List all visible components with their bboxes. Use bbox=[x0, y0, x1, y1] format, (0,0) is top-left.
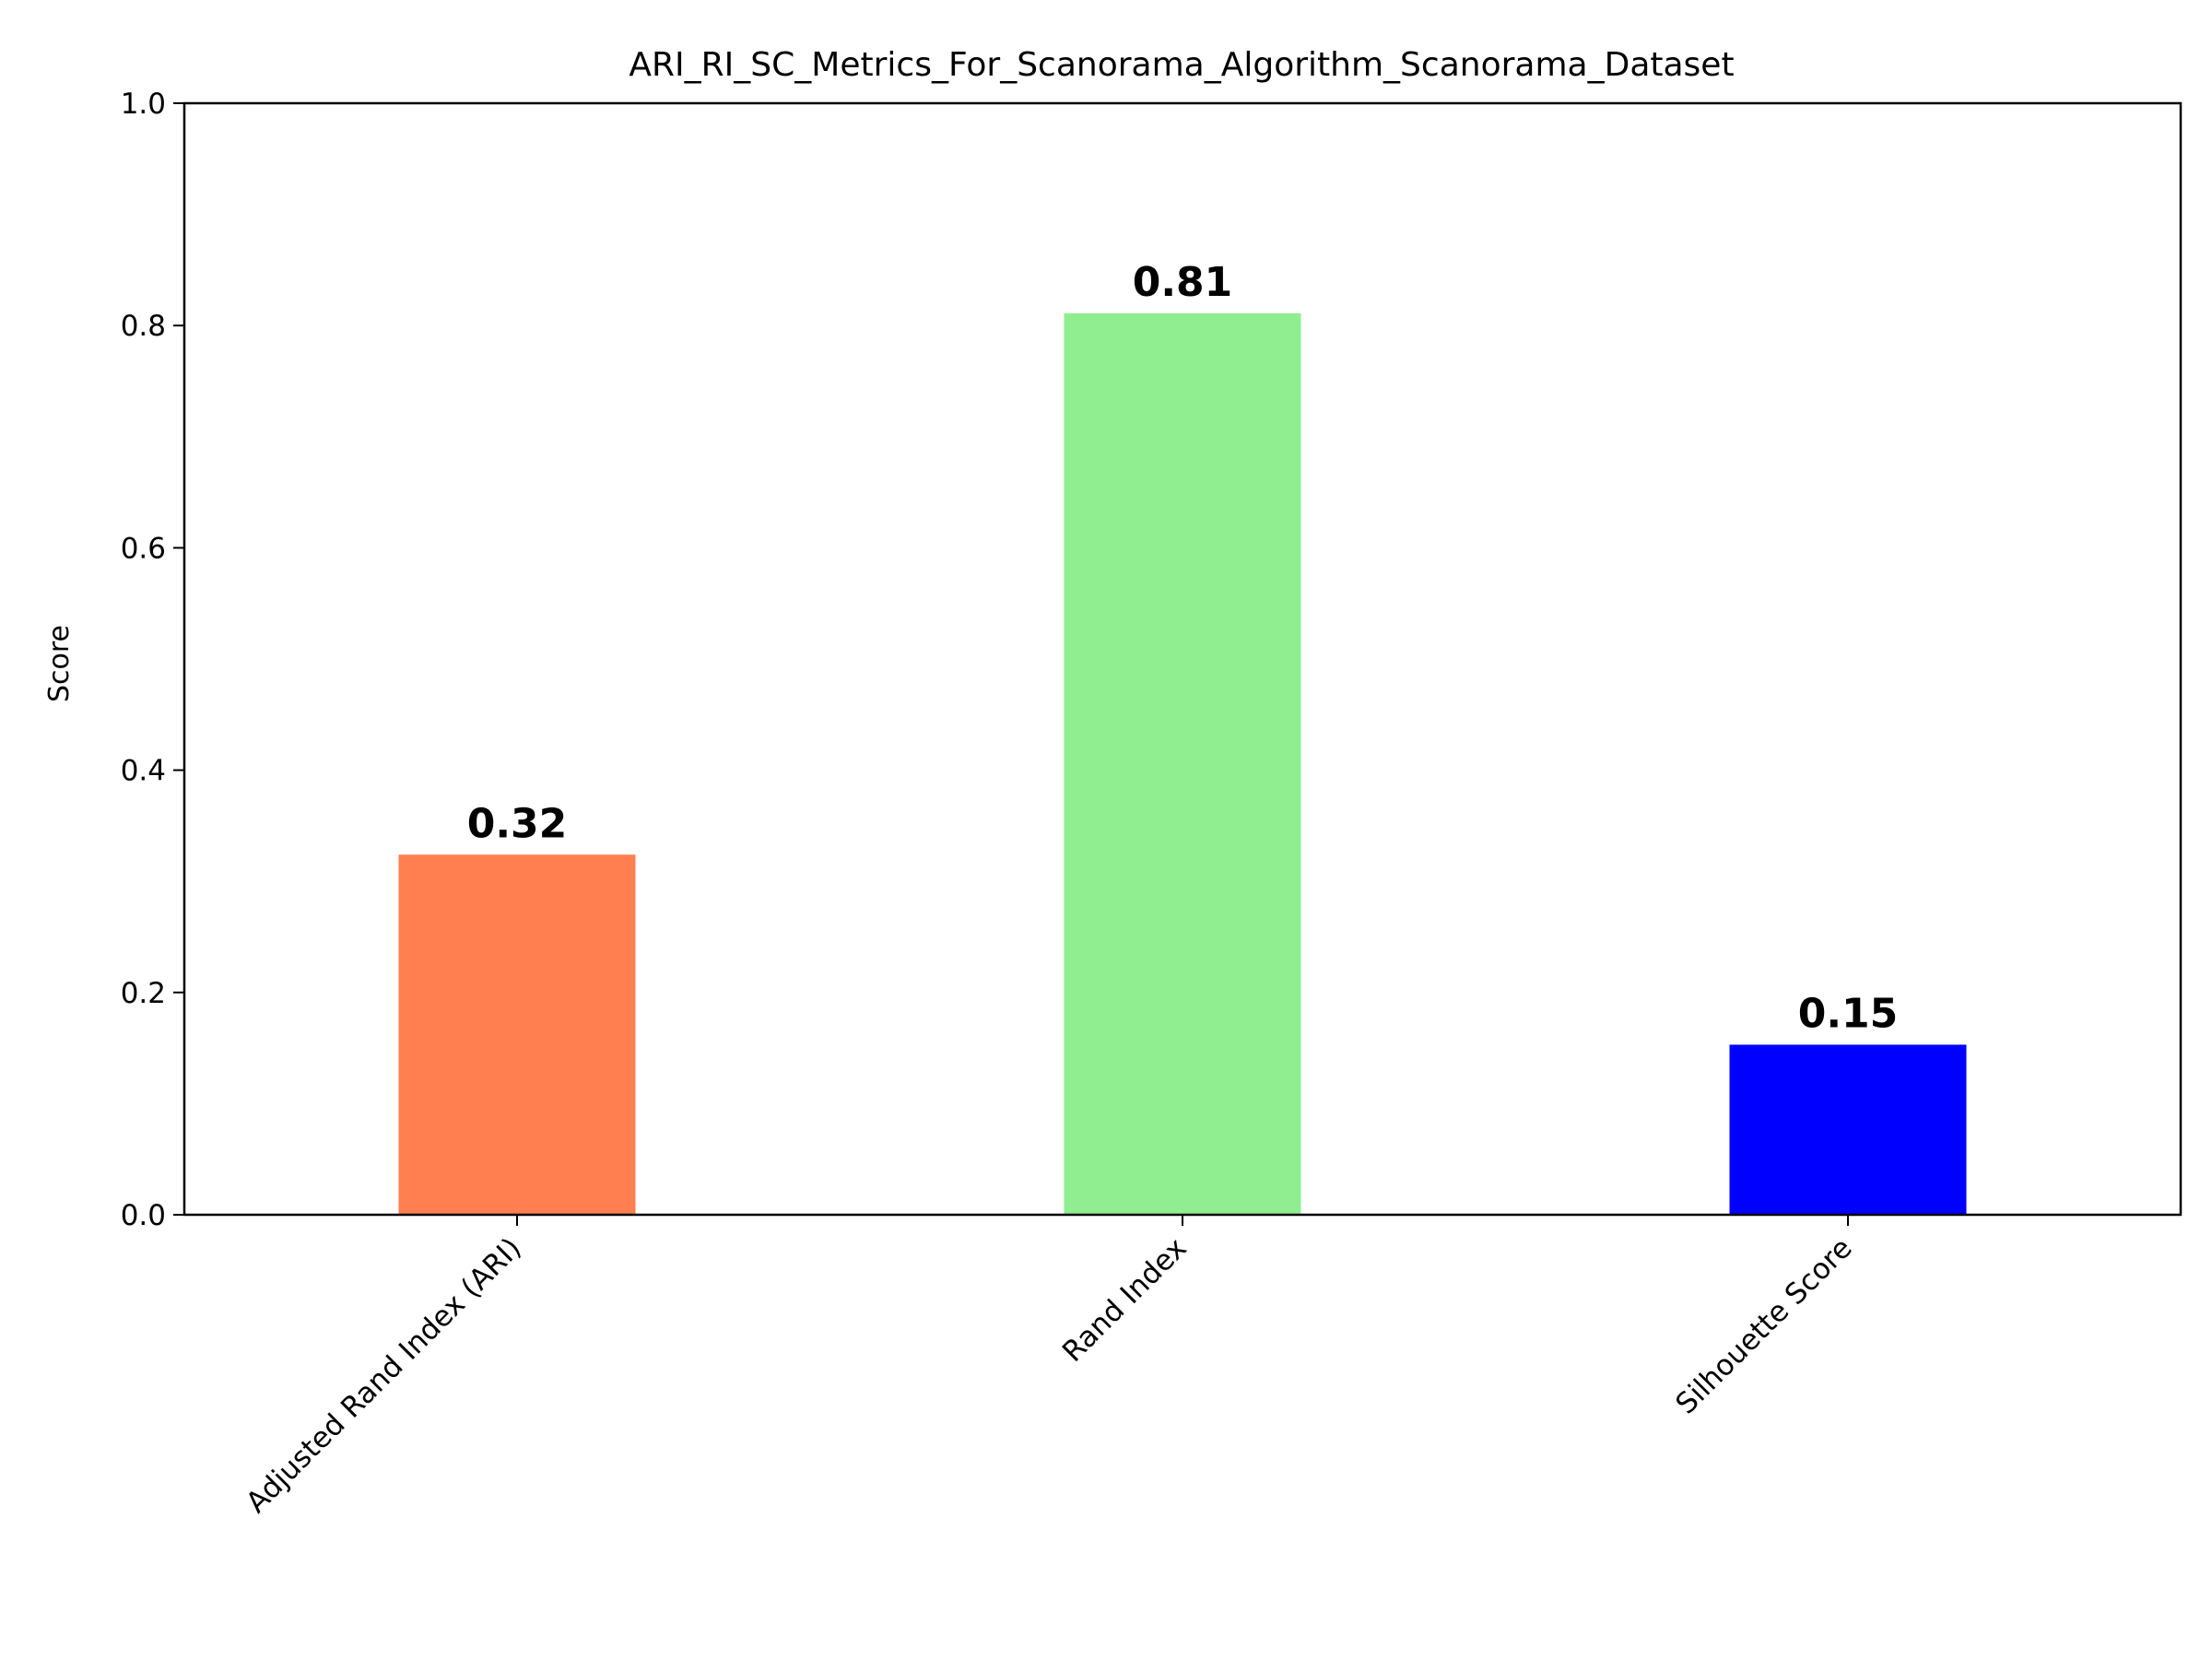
bar-1 bbox=[398, 854, 636, 1215]
y-axis-label: Score bbox=[43, 625, 76, 702]
y-tick-label: 0.0 bbox=[121, 1199, 166, 1232]
bar-value-label: 0.15 bbox=[1798, 990, 1899, 1037]
y-tick-label: 0.4 bbox=[121, 755, 166, 788]
plot-frame bbox=[182, 101, 2183, 1217]
y-tick-label: 0.2 bbox=[121, 977, 166, 1010]
y-axis-ticks: 0.0 0.2 0.4 0.6 0.8 1.0 bbox=[121, 88, 184, 1232]
y-tick-label: 0.8 bbox=[121, 310, 166, 343]
bar-3 bbox=[1729, 1044, 1967, 1215]
y-tick-label: 0.6 bbox=[121, 532, 166, 565]
bars-layer bbox=[398, 312, 1967, 1216]
bar-value-label: 0.81 bbox=[1133, 259, 1233, 306]
bar-2 bbox=[1064, 312, 1301, 1216]
y-tick-label: 1.0 bbox=[121, 88, 166, 121]
bar-value-label: 0.32 bbox=[467, 800, 568, 847]
value-labels-layer: 0.32 0.81 0.15 bbox=[467, 259, 1899, 1038]
chart-title: ARI_RI_SC_Metrics_For_Scanorama_Algorith… bbox=[629, 46, 1734, 84]
